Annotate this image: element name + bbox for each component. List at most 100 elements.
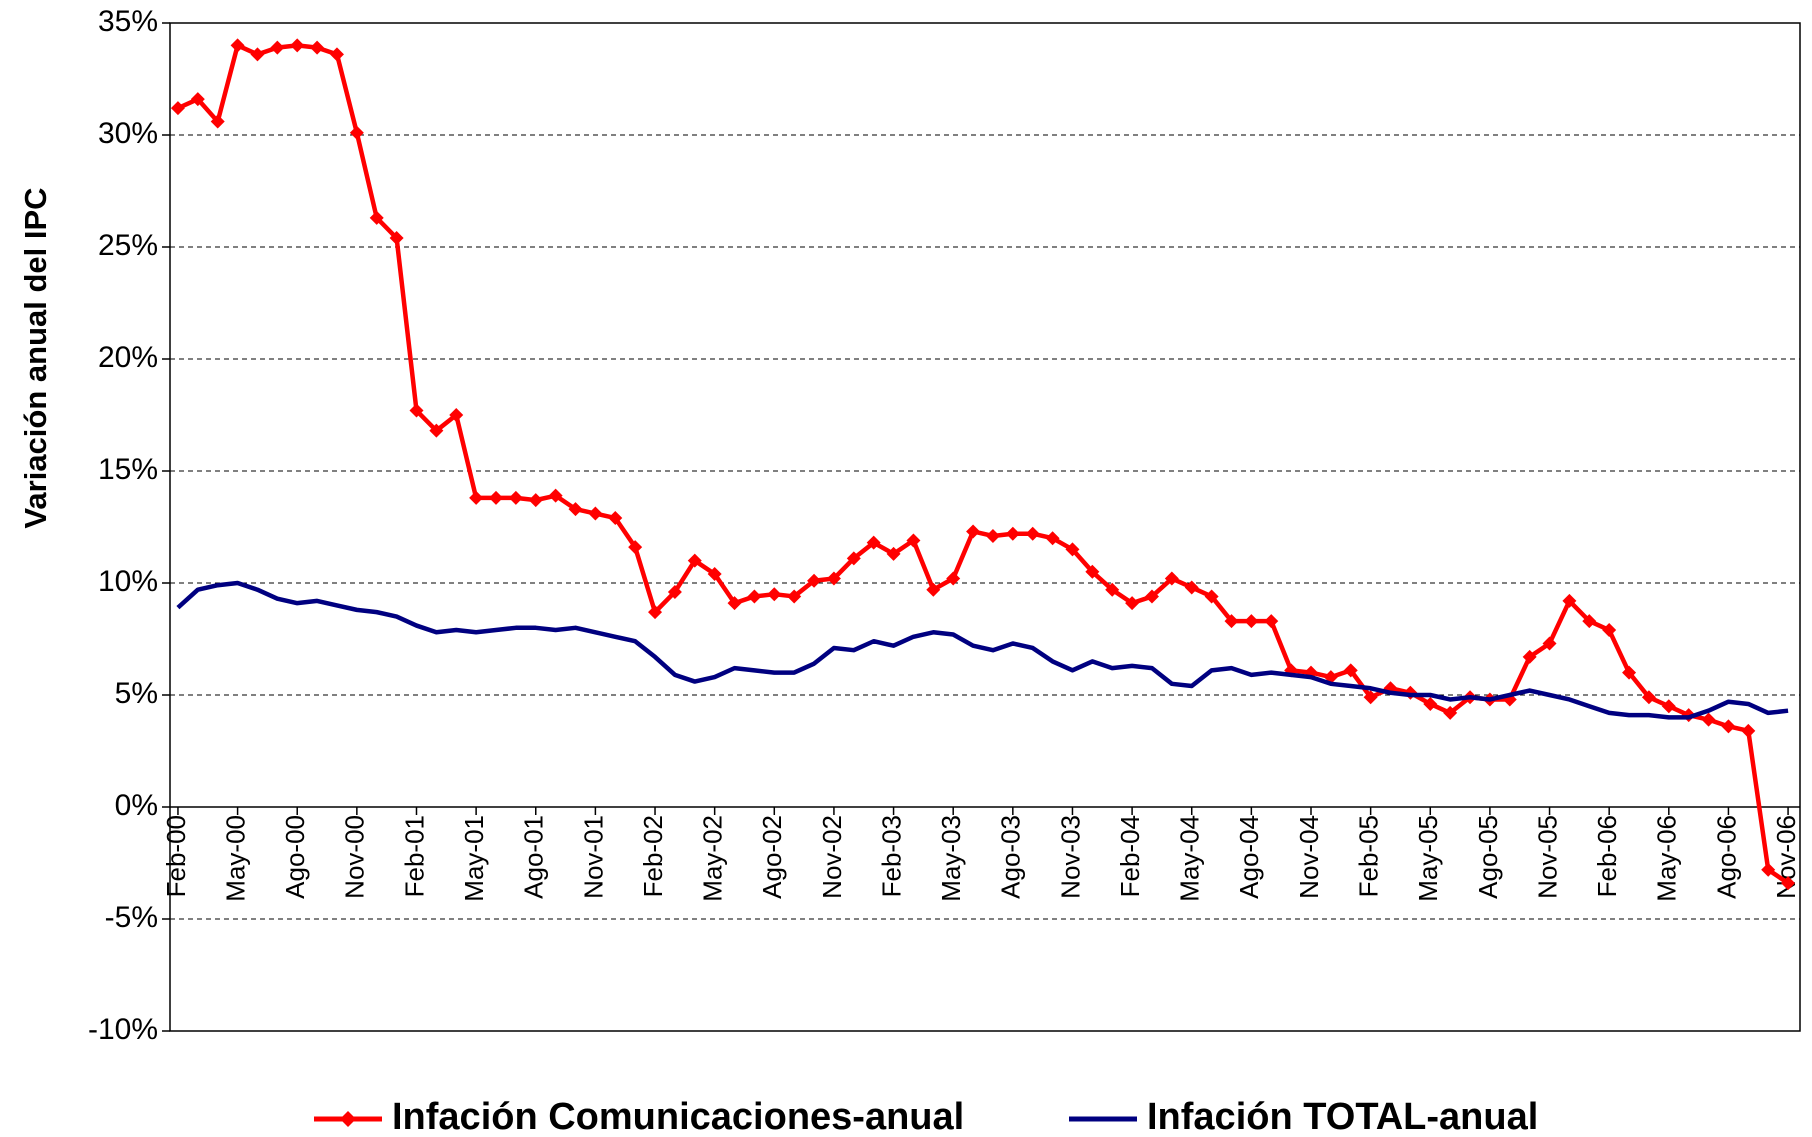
y-tick-label: 25% bbox=[98, 229, 158, 262]
x-tick-label: Ago-06 bbox=[1711, 815, 1741, 899]
legend-label: Infación Comunicaciones-anual bbox=[392, 1096, 964, 1137]
series-marker bbox=[349, 125, 364, 140]
series-marker bbox=[1005, 526, 1020, 541]
series-marker bbox=[1025, 526, 1040, 541]
series-marker bbox=[1204, 589, 1219, 604]
x-tick-label: Nov-05 bbox=[1532, 815, 1562, 899]
series-marker bbox=[846, 551, 861, 566]
series-marker bbox=[1562, 593, 1577, 608]
series-marker bbox=[667, 584, 682, 599]
legend-label: Infación TOTAL-anual bbox=[1147, 1096, 1538, 1137]
y-tick-label: 35% bbox=[98, 5, 158, 38]
series-marker bbox=[1264, 614, 1279, 629]
series-marker bbox=[926, 582, 941, 597]
y-tick-label: 15% bbox=[98, 453, 158, 486]
x-tick-label: May-03 bbox=[936, 815, 966, 902]
x-tick-label: Feb-03 bbox=[876, 815, 906, 897]
series-marker bbox=[866, 535, 881, 550]
series-marker bbox=[747, 589, 762, 604]
series-marker bbox=[787, 589, 802, 604]
series-marker bbox=[608, 511, 623, 526]
series-marker bbox=[826, 571, 841, 586]
series-marker bbox=[1085, 564, 1100, 579]
series-marker bbox=[1602, 623, 1617, 638]
series-marker bbox=[1582, 614, 1597, 629]
series-marker bbox=[489, 490, 503, 505]
series-marker bbox=[1045, 531, 1060, 546]
series-marker bbox=[1721, 719, 1736, 734]
series-marker bbox=[1542, 636, 1557, 651]
series-marker bbox=[807, 573, 822, 588]
x-tick-label: Feb-01 bbox=[399, 815, 429, 897]
series-line bbox=[177, 43, 1790, 886]
series-marker bbox=[946, 571, 961, 586]
series-marker bbox=[1184, 580, 1199, 595]
series-marker bbox=[548, 488, 563, 503]
y-tick-label: 10% bbox=[98, 565, 158, 598]
series-marker bbox=[1522, 649, 1537, 664]
x-tick-label: Nov-03 bbox=[1055, 815, 1085, 899]
series-marker bbox=[1423, 696, 1438, 711]
series-marker bbox=[1761, 862, 1776, 877]
series-marker bbox=[1105, 582, 1120, 597]
series-marker bbox=[190, 92, 205, 107]
x-tick-label: Feb-06 bbox=[1592, 815, 1622, 897]
series-marker bbox=[1363, 690, 1378, 705]
series-marker bbox=[1343, 663, 1358, 678]
series-marker bbox=[966, 524, 981, 539]
series-marker bbox=[1065, 542, 1080, 557]
x-tick-label: Nov-01 bbox=[578, 815, 608, 899]
y-tick-label: 5% bbox=[115, 677, 158, 710]
series-line bbox=[176, 580, 1789, 720]
x-tick-label: Ago-04 bbox=[1234, 815, 1264, 899]
series-marker bbox=[1661, 699, 1676, 714]
series-marker bbox=[1164, 571, 1179, 586]
series-marker bbox=[906, 533, 921, 548]
series-marker bbox=[310, 40, 325, 55]
series-marker bbox=[1224, 614, 1239, 629]
series-marker bbox=[409, 403, 424, 418]
series-marker bbox=[210, 114, 225, 129]
series-marker bbox=[1741, 723, 1756, 738]
y-tick-label: -5% bbox=[105, 901, 158, 934]
series-marker bbox=[727, 596, 742, 611]
x-tick-label: May-04 bbox=[1175, 815, 1205, 902]
series-marker bbox=[508, 490, 523, 505]
x-tick-label: Ago-01 bbox=[519, 815, 549, 899]
series-marker bbox=[707, 567, 722, 582]
series-marker bbox=[985, 528, 1000, 543]
x-tick-label: Ago-03 bbox=[996, 815, 1026, 899]
x-tick-label: May-02 bbox=[698, 815, 728, 902]
x-tick-label: Nov-04 bbox=[1294, 815, 1324, 899]
series-marker bbox=[886, 546, 901, 561]
x-tick-label: May-00 bbox=[220, 815, 250, 902]
series-marker bbox=[648, 605, 663, 620]
series-marker bbox=[1125, 596, 1140, 611]
y-tick-label: 0% bbox=[115, 789, 158, 822]
x-tick-label: Nov-02 bbox=[817, 815, 847, 899]
x-tick-label: Ago-05 bbox=[1473, 815, 1503, 899]
y-tick-label: 30% bbox=[98, 117, 158, 150]
x-tick-label: Feb-02 bbox=[638, 815, 668, 897]
series-marker bbox=[290, 38, 305, 53]
x-tick-label: Feb-00 bbox=[161, 815, 191, 897]
series-marker bbox=[250, 47, 265, 62]
y-tick-label: 20% bbox=[98, 341, 158, 374]
x-tick-label: Ago-02 bbox=[757, 815, 787, 899]
series-marker bbox=[389, 231, 404, 246]
series-marker bbox=[1622, 665, 1637, 680]
series-marker bbox=[369, 210, 384, 225]
x-tick-label: May-05 bbox=[1413, 815, 1443, 902]
series-marker bbox=[429, 423, 444, 438]
series-marker bbox=[270, 40, 285, 55]
series-marker bbox=[469, 490, 484, 505]
series-marker bbox=[687, 553, 702, 568]
series-marker bbox=[170, 101, 185, 116]
series-marker bbox=[1781, 876, 1796, 891]
series-marker bbox=[1641, 690, 1656, 705]
series-marker bbox=[628, 540, 643, 555]
legend-marker bbox=[340, 1111, 356, 1127]
x-tick-label: May-06 bbox=[1652, 815, 1682, 902]
series-marker bbox=[1443, 705, 1458, 720]
